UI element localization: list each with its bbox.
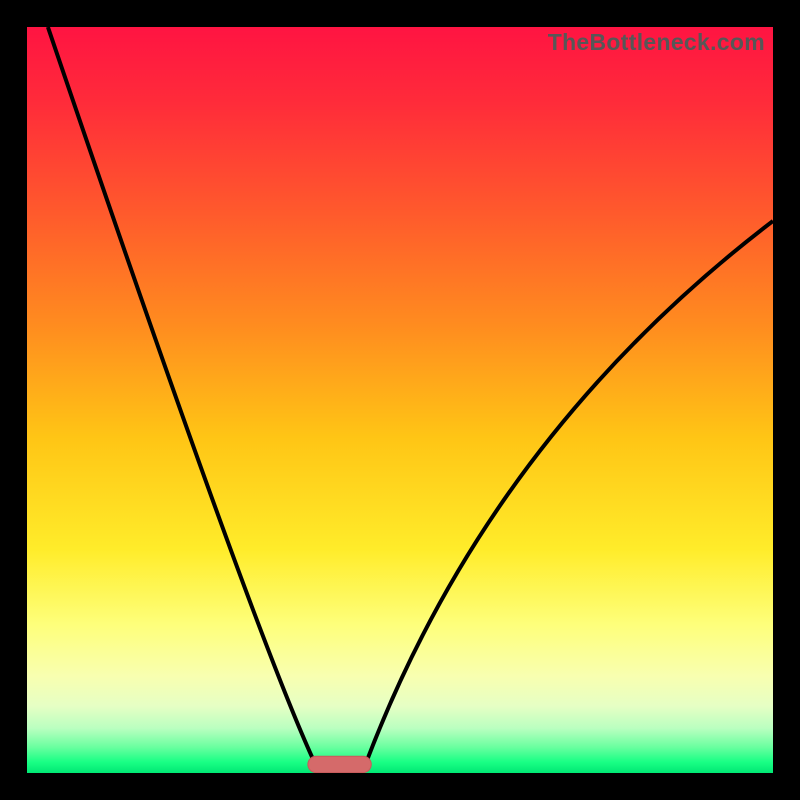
- bottleneck-plot: [27, 27, 773, 773]
- bottleneck-marker: [308, 756, 371, 772]
- watermark-label: TheBottleneck.com: [548, 29, 765, 56]
- chart-frame: TheBottleneck.com: [0, 0, 800, 800]
- gradient-background: [27, 27, 773, 773]
